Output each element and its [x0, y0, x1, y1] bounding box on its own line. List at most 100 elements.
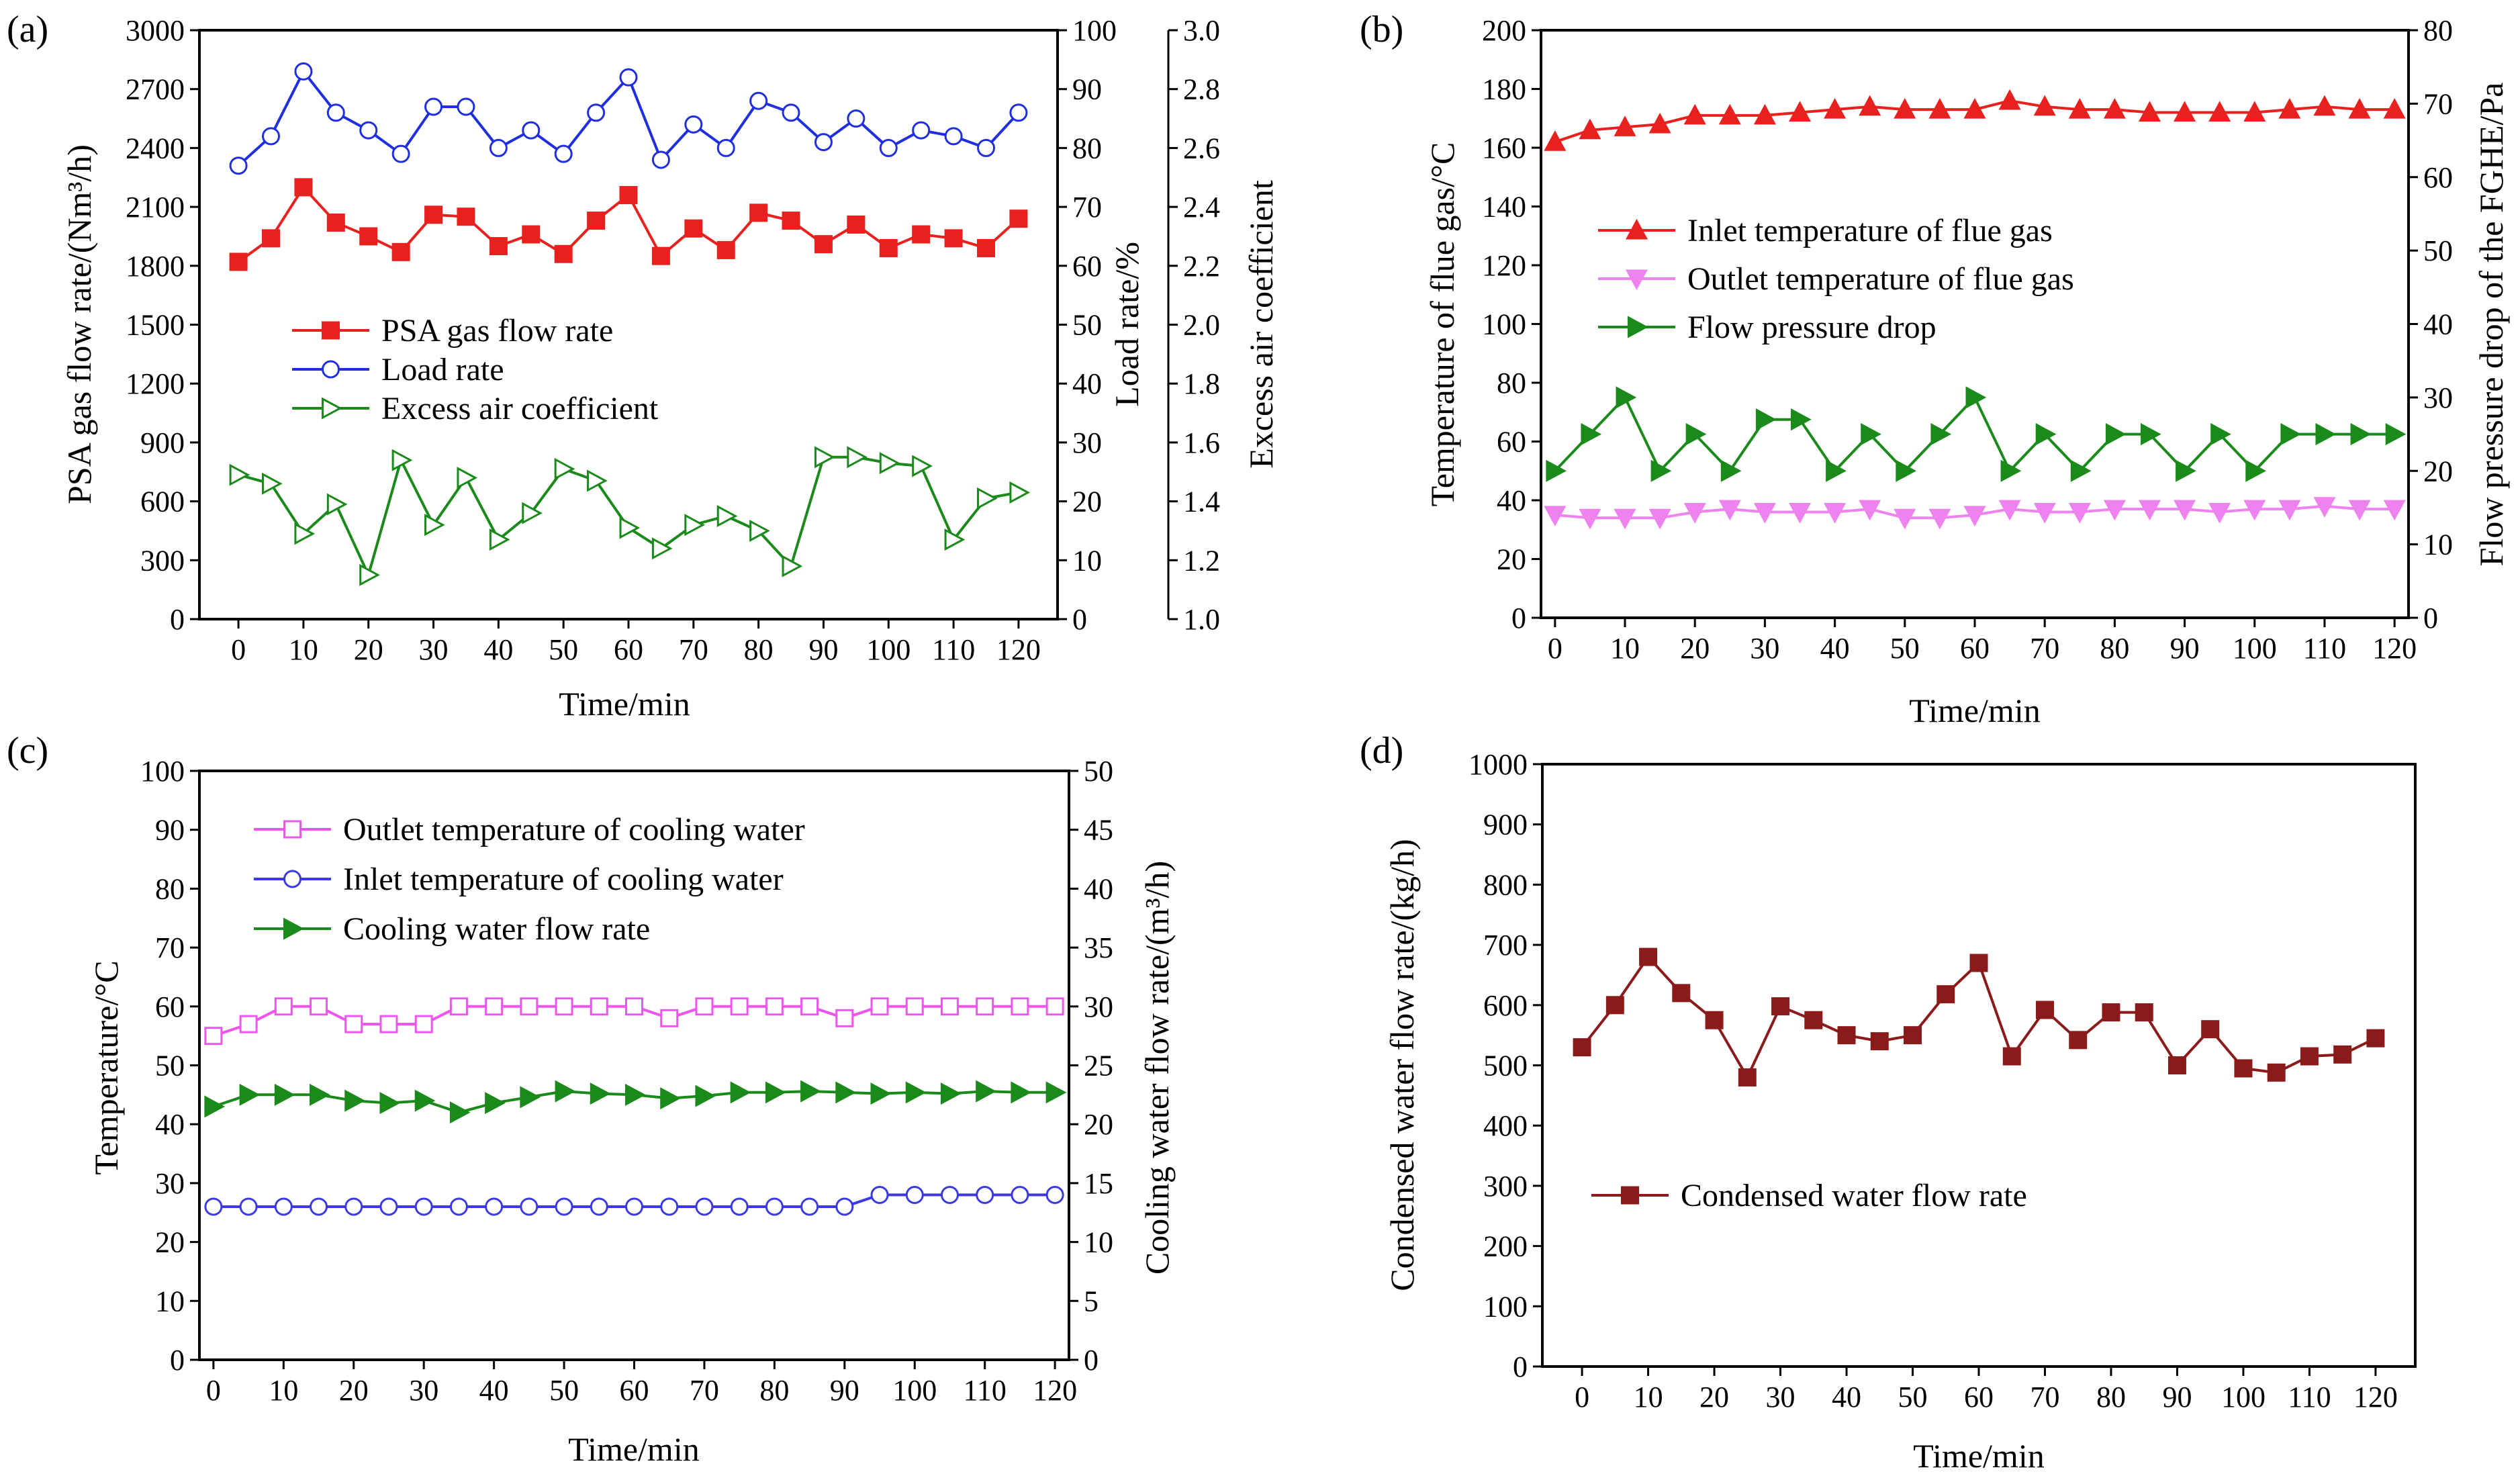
flow-pressure-drop-point — [1546, 459, 1567, 482]
x-tick-label: 110 — [932, 633, 975, 666]
legend-label-flow-pressure-drop: Flow pressure drop — [1687, 310, 1936, 345]
load-rate-point — [359, 121, 378, 140]
legend-label-load-rate: Load rate — [381, 352, 504, 387]
x-tick-label: 120 — [2353, 1381, 2398, 1414]
x-tick-label: 100 — [2233, 632, 2277, 665]
x-tick-label: 60 — [614, 633, 643, 666]
x-tick-label: 20 — [1699, 1381, 1729, 1414]
flow-pressure-drop-point — [2035, 423, 2057, 446]
excess-air-coefficient-point — [684, 514, 705, 537]
psa-gas-flow-rate-point — [229, 252, 248, 271]
left-tick-label: 180 — [1482, 73, 1526, 106]
outlet-temperature-of-cooling-water-point — [660, 1009, 679, 1027]
left-tick-label: 60 — [1497, 426, 1526, 459]
x-tick-label: 100 — [866, 633, 911, 666]
legend-label-excess-air-coefficient: Excess air coefficient — [381, 391, 659, 426]
inlet-temperature-of-flue-gas-point — [1614, 115, 1636, 136]
outlet-temperature-of-flue-gas-point — [1614, 508, 1636, 530]
right2-tick-label: 1.8 — [1183, 367, 1220, 400]
load-rate-point — [294, 62, 313, 81]
right1-tick-label: 35 — [1084, 931, 1113, 964]
psa-gas-flow-rate-point — [391, 242, 410, 261]
condensed-water-flow-rate-point — [1738, 1068, 1757, 1086]
x-tick-label: 10 — [269, 1374, 298, 1407]
left-tick-label: 900 — [140, 426, 185, 459]
condensed-water-flow-rate-point — [1804, 1011, 1823, 1029]
panel-b-series — [1544, 89, 2407, 530]
excess-air-coefficient-point — [587, 469, 608, 492]
panel-a-right-axis-excess: 1.0 1.2 1.4 1.6 1.8 2.0 2.2 2.4 2.6 2.8 3.0 — [1168, 14, 1220, 636]
inlet-temperature-of-cooling-water-point — [414, 1197, 433, 1216]
legend-marker-excess-air-coefficient — [322, 397, 342, 420]
cooling-water-flow-rate-point — [870, 1082, 892, 1105]
panel-d-left-axis: 0 100 200 300 400 500 600 700 800 900 1000 — [1468, 748, 1542, 1383]
outlet-temperature-of-flue-gas-point — [2174, 500, 2196, 521]
x-tick-label: 20 — [354, 633, 383, 666]
condensed-water-flow-rate-point — [1672, 984, 1691, 1003]
x-tick-label: 110 — [963, 1374, 1006, 1407]
load-rate-point — [879, 138, 898, 157]
psa-gas-flow-rate-point — [587, 212, 606, 230]
load-rate-point — [814, 133, 833, 152]
cooling-water-flow-rate-point — [976, 1080, 996, 1103]
x-tick-label: 120 — [2372, 632, 2417, 665]
left-tick-label: 200 — [1482, 14, 1526, 47]
right1-tick-label: 10 — [1072, 544, 1102, 577]
left-tick-label: 70 — [155, 931, 185, 964]
inlet-temperature-of-cooling-water-point — [695, 1197, 714, 1216]
x-tick-label: 90 — [2162, 1381, 2192, 1414]
flow-pressure-drop-point — [2245, 459, 2266, 482]
flow-pressure-drop-point — [1965, 386, 1987, 409]
condensed-water-flow-rate-point — [2135, 1003, 2153, 1022]
right1-tick-label: 50 — [1072, 309, 1102, 342]
inlet-temperature-of-cooling-water-point — [590, 1197, 608, 1216]
cooling-water-flow-rate-point — [485, 1092, 506, 1115]
outlet-temperature-of-flue-gas-point — [2208, 503, 2231, 524]
inlet-temperature-of-cooling-water-point — [204, 1197, 223, 1216]
load-rate-point — [587, 103, 606, 122]
inlet-temperature-of-flue-gas-point — [1859, 95, 1881, 116]
legend-label-inlet-temperature-of-cooling-water: Inlet temperature of cooling water — [343, 862, 784, 897]
condensed-water-flow-rate-point — [2102, 1003, 2120, 1022]
inlet-temperature-of-cooling-water-point — [485, 1197, 504, 1216]
inlet-temperature-of-flue-gas-point — [2138, 101, 2161, 122]
outlet-temperature-of-flue-gas-point — [2243, 500, 2266, 521]
psa-gas-flow-rate-point — [716, 240, 735, 259]
flow-pressure-drop-point — [1826, 459, 1847, 482]
left-tick-label: 100 — [1482, 308, 1526, 341]
psa-gas-flow-rate-point — [847, 215, 866, 234]
left-tick-label: 60 — [155, 990, 185, 1023]
inlet-temperature-of-flue-gas-point — [1894, 97, 1916, 119]
panel-c-right-title: Cooling water flow rate/(m³/h) — [1138, 861, 1176, 1275]
excess-air-coefficient-point — [522, 502, 543, 524]
x-tick-label: 50 — [549, 633, 578, 666]
legend-label-psa-gas-flow-rate: PSA gas flow rate — [381, 313, 613, 349]
panel-b-label: (b) — [1360, 9, 1403, 50]
inlet-temperature-of-cooling-water-point — [1045, 1185, 1064, 1204]
flow-pressure-drop-point — [1581, 423, 1602, 446]
legend-label-cooling-water-flow-rate: Cooling water flow rate — [343, 911, 650, 947]
load-rate-point — [457, 97, 475, 116]
cooling-water-flow-rate-point — [379, 1092, 401, 1115]
cooling-water-flow-rate-point — [204, 1095, 226, 1118]
flow-pressure-drop-point — [1896, 459, 1916, 482]
legend-marker-psa-gas-flow-rate — [322, 321, 340, 340]
condensed-water-flow-rate-point — [2167, 1056, 2186, 1074]
panel-a-right-axis-load: 0 10 20 30 40 50 60 70 80 90 100 — [1058, 14, 1117, 636]
inlet-temperature-of-cooling-water-point — [1011, 1185, 1029, 1204]
cooling-water-flow-rate-point — [414, 1089, 436, 1112]
left-tick-label: 500 — [1483, 1050, 1528, 1082]
x-tick-label: 100 — [892, 1374, 937, 1407]
condensed-water-flow-rate-point — [1705, 1011, 1724, 1029]
cooling-water-flow-rate-point — [765, 1081, 786, 1104]
panel-d-chart: (d) 0 10 20 30 40 50 60 70 80 90 100 110 120 0 100 200… — [1360, 730, 2417, 1475]
flow-pressure-drop-point — [2350, 423, 2372, 446]
x-tick-label: 30 — [1766, 1381, 1795, 1414]
outlet-temperature-of-cooling-water-point — [835, 1009, 854, 1027]
psa-gas-flow-rate-point — [749, 203, 768, 222]
right2-tick-label: 2.4 — [1183, 191, 1220, 224]
panel-a-label: (a) — [7, 9, 48, 50]
load-rate-point — [424, 97, 443, 116]
cooling-water-flow-rate-point — [1045, 1081, 1067, 1104]
